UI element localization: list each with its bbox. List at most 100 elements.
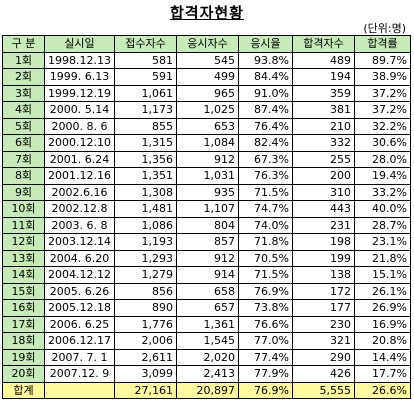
cell-exam-rate: 91.0% [238,84,293,102]
cell-examinees: 1,031 [176,167,239,185]
total-cell-examinees: 20,897 [176,381,239,399]
cell-round: 18회 [2,332,45,350]
header-date: 실시일 [44,35,115,53]
unit-label: (단위:명) [363,22,406,35]
cell-date: 2001. 6.24 [44,150,115,168]
cell-pass-rate: 20.8% [354,332,411,350]
cell-passers: 443 [292,200,355,218]
cell-examinees: 935 [176,183,239,201]
cell-passers: 177 [292,299,355,317]
cell-exam-rate: 77.4% [238,348,293,366]
cell-pass-rate: 26.9% [354,299,411,317]
cell-passers: 230 [292,315,355,333]
cell-passers: 199 [292,249,355,267]
cell-pass-rate: 28.0% [354,150,411,168]
cell-applicants: 1,315 [114,134,177,152]
cell-pass-rate: 14.4% [354,348,411,366]
cell-passers: 172 [292,282,355,300]
cell-round: 20회 [2,365,45,383]
table-row: 1회 1998.12.13 581 545 93.8% 489 89.7% [2,51,411,69]
cell-date: 2000. 5.14 [44,101,115,119]
table-row: 6회 2000.12.10 1,315 1,084 82.4% 332 30.6% [2,134,411,152]
cell-round: 12회 [2,233,45,251]
cell-date: 1999.12.19 [44,84,115,102]
cell-pass-rate: 30.6% [354,134,411,152]
cell-round: 14회 [2,266,45,284]
table-header: 구 분 실시일 접수자수 응시자수 응시율 합격자수 합격률 [2,35,411,53]
cell-passers: 290 [292,348,355,366]
cell-pass-rate: 23.1% [354,233,411,251]
table-row: 8회 2001.12.16 1,351 1,031 76.3% 200 19.4% [2,167,411,185]
cell-pass-rate: 15.1% [354,266,411,284]
cell-examinees: 857 [176,233,239,251]
cell-passers: 138 [292,266,355,284]
cell-applicants: 1,351 [114,167,177,185]
cell-date: 1998.12.13 [44,51,115,69]
cell-examinees: 499 [176,68,239,86]
header-row: 구 분 실시일 접수자수 응시자수 응시율 합격자수 합격률 [2,35,411,53]
cell-exam-rate: 76.6% [238,315,293,333]
cell-round: 6회 [2,134,45,152]
cell-exam-rate: 77.9% [238,365,293,383]
cell-date: 1999. 6.13 [44,68,115,86]
cell-examinees: 965 [176,84,239,102]
cell-exam-rate: 67.3% [238,150,293,168]
cell-passers: 194 [292,68,355,86]
total-cell-pass-rate: 26.6% [354,381,411,399]
table-row: 11회 2003. 6. 8 1,086 804 74.0% 231 28.7% [2,216,411,234]
cell-pass-rate: 40.0% [354,200,411,218]
cell-examinees: 1,084 [176,134,239,152]
cell-pass-rate: 37.2% [354,84,411,102]
table-row: 7회 2001. 6.24 1,356 912 67.3% 255 28.0% [2,150,411,168]
cell-round: 2회 [2,68,45,86]
cell-applicants: 1,279 [114,266,177,284]
table-row: 14회 2004.12.12 1,279 914 71.5% 138 15.1% [2,266,411,284]
cell-examinees: 1,025 [176,101,239,119]
cell-applicants: 855 [114,117,177,135]
cell-date: 2003. 6. 8 [44,216,115,234]
cell-date: 2004.12.12 [44,266,115,284]
table-row: 4회 2000. 5.14 1,173 1,025 87.4% 381 37.2% [2,101,411,119]
cell-applicants: 1,356 [114,150,177,168]
cell-examinees: 912 [176,249,239,267]
cell-examinees: 653 [176,117,239,135]
cell-exam-rate: 71.5% [238,183,293,201]
cell-exam-rate: 76.4% [238,117,293,135]
table-row: 15회 2005. 6.26 856 658 76.9% 172 26.1% [2,282,411,300]
cell-examinees: 804 [176,216,239,234]
cell-exam-rate: 74.0% [238,216,293,234]
cell-date: 2005.12.18 [44,299,115,317]
cell-applicants: 591 [114,68,177,86]
cell-passers: 198 [292,233,355,251]
cell-passers: 231 [292,216,355,234]
table-row: 19회 2007. 7. 1 2,611 2,020 77.4% 290 14.4% [2,348,411,366]
cell-exam-rate: 76.9% [238,282,293,300]
cell-applicants: 1,173 [114,101,177,119]
cell-applicants: 1,086 [114,216,177,234]
cell-examinees: 2,413 [176,365,239,383]
cell-round: 11회 [2,216,45,234]
cell-exam-rate: 74.7% [238,200,293,218]
cell-round: 16회 [2,299,45,317]
header-exam-rate: 응시율 [238,35,293,53]
cell-applicants: 2,611 [114,348,177,366]
cell-passers: 426 [292,365,355,383]
cell-applicants: 890 [114,299,177,317]
cell-applicants: 1,481 [114,200,177,218]
table-body: 1회 1998.12.13 581 545 93.8% 489 89.7% 2회 1999. 6… [2,51,411,399]
cell-exam-rate: 73.8% [238,299,293,317]
cell-date: 2000.12.10 [44,134,115,152]
cell-date: 2003.12.14 [44,233,115,251]
cell-passers: 381 [292,101,355,119]
total-label: 합계 [2,381,45,399]
cell-examinees: 657 [176,299,239,317]
total-row: 합계 27,161 20,897 76.9% 5,555 26.6% [2,381,411,399]
cell-round: 3회 [2,84,45,102]
cell-date: 2001.12.16 [44,167,115,185]
cell-exam-rate: 84.4% [238,68,293,86]
cell-round: 5회 [2,117,45,135]
cell-examinees: 912 [176,150,239,168]
cell-round: 7회 [2,150,45,168]
cell-pass-rate: 37.2% [354,101,411,119]
cell-examinees: 658 [176,282,239,300]
